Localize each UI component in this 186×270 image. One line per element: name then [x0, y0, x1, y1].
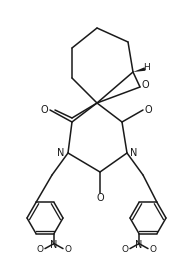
Text: N: N	[130, 148, 138, 158]
Text: N: N	[57, 148, 65, 158]
Text: O: O	[150, 245, 156, 254]
Text: O: O	[40, 105, 48, 115]
Text: O: O	[141, 80, 149, 90]
Text: N: N	[135, 239, 143, 249]
Polygon shape	[133, 67, 145, 72]
Text: H: H	[144, 62, 150, 72]
Text: N: N	[50, 239, 58, 249]
Text: O: O	[144, 105, 152, 115]
Text: O: O	[96, 193, 104, 203]
Text: O: O	[121, 245, 129, 254]
Text: O: O	[36, 245, 44, 254]
Text: O: O	[65, 245, 71, 254]
